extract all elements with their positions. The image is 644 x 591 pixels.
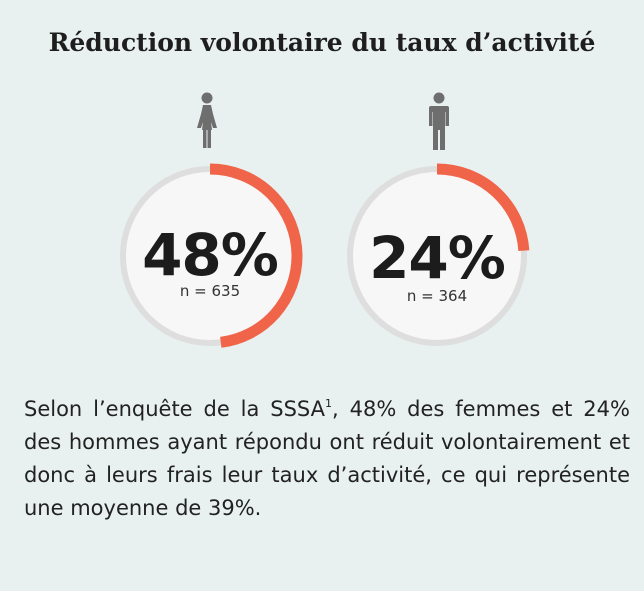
donut-female [117,163,303,349]
donut-arc-male [344,163,530,349]
donut-male [344,163,530,349]
sample-size-male: n = 364 [406,287,468,305]
female-icon [197,92,217,148]
male-icon [429,92,449,150]
chart-title: Réduction volontaire du taux d’activité [48,28,596,57]
donut-arc-female [117,163,303,349]
footnote-marker: 1 [325,397,333,410]
percentage-male: 24% [369,224,506,292]
body-paragraph: Selon l’enquête de la SSSA1, 48% des fem… [24,393,630,525]
body-text-start: Selon l’enquête de la SSSA [24,397,326,421]
percentage-female: 48% [142,221,279,289]
body-text-rest: , 48% des femmes et 24% des hommes ayant… [24,397,630,520]
sample-size-female: n = 635 [179,282,241,300]
